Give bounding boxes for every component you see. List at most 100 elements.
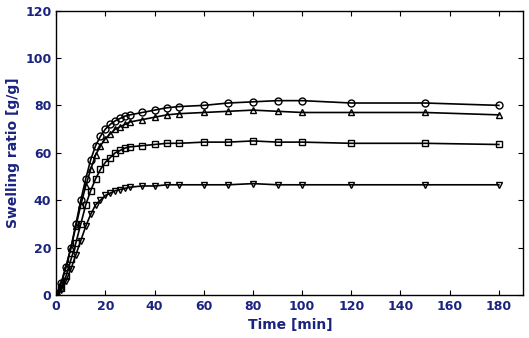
up-triangle [496,113,502,117]
up-triangle [68,246,74,250]
circle [275,99,281,103]
down-triangle [58,288,65,292]
square [348,141,354,145]
down-triangle [63,279,69,283]
square [422,141,428,145]
square [275,140,281,144]
square [58,286,65,290]
down-triangle [151,184,158,188]
down-triangle [348,183,354,187]
up-triangle [107,132,114,136]
up-triangle [348,111,354,115]
circle [107,122,114,126]
circle [63,265,69,269]
square [299,140,305,144]
down-triangle [422,183,428,187]
square [176,141,183,145]
up-triangle [63,265,69,269]
square [496,142,502,146]
down-triangle [225,183,232,187]
square [63,274,69,278]
up-triangle [139,118,145,122]
square [102,160,108,164]
up-triangle [225,109,232,113]
square [107,155,114,160]
down-triangle [102,193,108,197]
up-triangle [275,109,281,113]
up-triangle [163,113,170,117]
down-triangle [117,188,123,192]
up-triangle [127,120,133,124]
Line: down-triangle: down-triangle [53,180,503,298]
up-triangle [422,111,428,115]
square [93,177,99,181]
down-triangle [163,183,170,187]
square [250,139,256,143]
Line: circle: circle [53,97,503,298]
up-triangle [97,144,104,148]
Y-axis label: Swelling ratio [g/g]: Swelling ratio [g/g] [6,77,20,228]
square [200,140,207,144]
down-triangle [139,184,145,188]
up-triangle [200,111,207,115]
square [78,222,84,226]
down-triangle [250,182,256,186]
circle [72,222,79,226]
down-triangle [112,189,118,193]
up-triangle [53,293,59,297]
square [151,142,158,146]
Line: square: square [53,138,503,298]
down-triangle [275,183,281,187]
square [87,189,94,193]
down-triangle [83,224,89,228]
square [122,146,128,150]
circle [122,114,128,118]
down-triangle [87,212,94,216]
up-triangle [299,111,305,115]
circle [87,158,94,162]
circle [83,177,89,181]
square [83,203,89,207]
circle [102,127,108,131]
circle [496,103,502,107]
up-triangle [83,184,89,188]
circle [117,116,123,120]
square [117,148,123,152]
up-triangle [102,137,108,141]
Line: up-triangle: up-triangle [53,107,503,298]
up-triangle [176,112,183,116]
circle [225,101,232,105]
square [112,151,118,155]
down-triangle [496,183,502,187]
up-triangle [151,115,158,119]
down-triangle [68,267,74,271]
square [163,141,170,145]
circle [348,101,354,105]
circle [78,198,84,202]
circle [97,134,104,138]
circle [250,100,256,104]
square [97,167,104,171]
square [53,293,59,297]
square [72,241,79,245]
circle [200,103,207,107]
circle [58,281,65,285]
down-triangle [299,183,305,187]
circle [163,106,170,110]
circle [53,293,59,297]
up-triangle [112,127,118,131]
circle [68,246,74,250]
down-triangle [78,239,84,243]
circle [127,113,133,117]
circle [299,99,305,103]
circle [93,144,99,148]
circle [139,111,145,115]
down-triangle [107,191,114,195]
down-triangle [127,185,133,189]
circle [151,108,158,112]
square [139,144,145,148]
up-triangle [58,281,65,285]
up-triangle [78,203,84,207]
circle [112,119,118,123]
square [225,140,232,144]
